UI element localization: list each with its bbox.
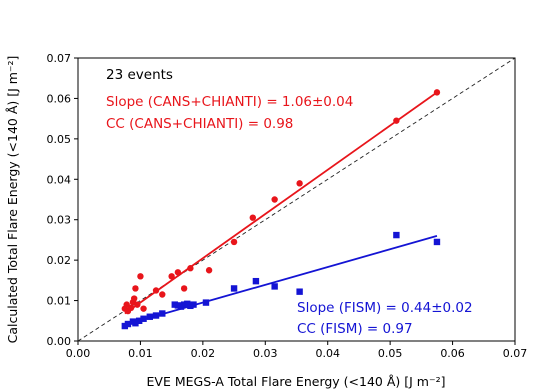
fism-points (121, 231, 441, 330)
x-tick-label: 0.01 (128, 347, 153, 360)
cans-chianti-data-point (132, 285, 139, 292)
x-tick-label: 0.03 (253, 347, 278, 360)
y-tick-label: 0.06 (47, 92, 72, 105)
y-tick-label: 0.02 (47, 254, 72, 267)
fism-data-point (252, 277, 260, 285)
fism-data-point (202, 299, 210, 306)
fism-data-point (146, 313, 153, 320)
cans-chianti-data-point (123, 301, 130, 308)
fism-data-point (296, 288, 303, 295)
cans-chianti-data-point (137, 273, 144, 280)
y-tick-label: 0.01 (47, 295, 72, 308)
x-tick-label: 0.06 (440, 347, 465, 360)
fism-data-point (190, 301, 197, 308)
cans-chianti-data-point (180, 285, 188, 292)
fism-data-point (124, 320, 132, 328)
cans-chianti-data-point (152, 287, 160, 294)
y-axis: 0.00 0.01 0.02 0.03 0.04 0.05 0.06 0.07 (47, 52, 78, 348)
events-annotation: 23 events (106, 67, 173, 83)
fism-data-point (152, 312, 160, 319)
fism-fit-line (124, 235, 438, 326)
cans-cc-annotation: CC (CANS+CHIANTI) = 0.98 (106, 116, 293, 132)
x-tick-label: 0.07 (503, 347, 528, 360)
fism-data-point (271, 283, 278, 290)
x-tick-label: 0.02 (191, 347, 216, 360)
y-tick-label: 0.04 (47, 173, 72, 186)
cans-chianti-data-point (140, 305, 147, 312)
cans-chianti-data-point (393, 117, 400, 124)
cans-slope-annotation: Slope (CANS+CHIANTI) = 1.06±0.04 (106, 94, 353, 110)
y-tick-label: 0.07 (47, 52, 72, 65)
cans-chianti-data-point (271, 196, 278, 203)
cans-chianti-data-point (205, 267, 213, 274)
fism-cc-annotation: CC (FISM) = 0.97 (297, 321, 413, 337)
x-tick-label: 0.05 (378, 347, 403, 360)
fism-data-point (393, 231, 400, 239)
x-tick-label: 0.00 (66, 347, 91, 360)
cans-chianti-data-point (127, 304, 135, 312)
cans-chianti-data-point (134, 301, 141, 308)
fism-data-point (159, 310, 166, 317)
fism-data-point (230, 285, 238, 292)
cans-chianti-data-point (130, 295, 138, 302)
cans-chianti-data-point (187, 265, 194, 272)
cans-chianti-data-point (296, 180, 303, 187)
cans-chianti-data-point (433, 89, 441, 96)
x-axis: 0.00 0.01 0.02 0.03 0.04 0.05 0.06 0.07 (66, 341, 528, 360)
cans-chianti-fit-line (124, 91, 438, 315)
cans-chianti-data-point (168, 273, 175, 280)
cans-chianti-points (121, 89, 441, 315)
y-axis-label: Calculated Total Flare Energy (<140 Å) [… (5, 56, 20, 344)
cans-chianti-data-point (230, 238, 238, 246)
cans-chianti-data-point (159, 291, 166, 298)
fism-data-point (140, 315, 147, 322)
fism-slope-annotation: Slope (FISM) = 0.44±0.02 (297, 300, 473, 316)
x-tick-label: 0.04 (315, 347, 340, 360)
x-axis-label: EVE MEGS-A Total Flare Energy (<140 Å) [… (147, 374, 446, 389)
cans-chianti-data-point (249, 214, 256, 221)
y-tick-label: 0.03 (47, 214, 72, 227)
fism-data-point (135, 317, 143, 324)
one-to-one-reference-line (77, 57, 516, 342)
fism-data-point (132, 320, 139, 327)
y-tick-label: 0.00 (47, 335, 72, 348)
fism-data-point (433, 238, 441, 246)
cans-chianti-data-point (174, 269, 182, 276)
y-tick-label: 0.05 (47, 133, 72, 146)
